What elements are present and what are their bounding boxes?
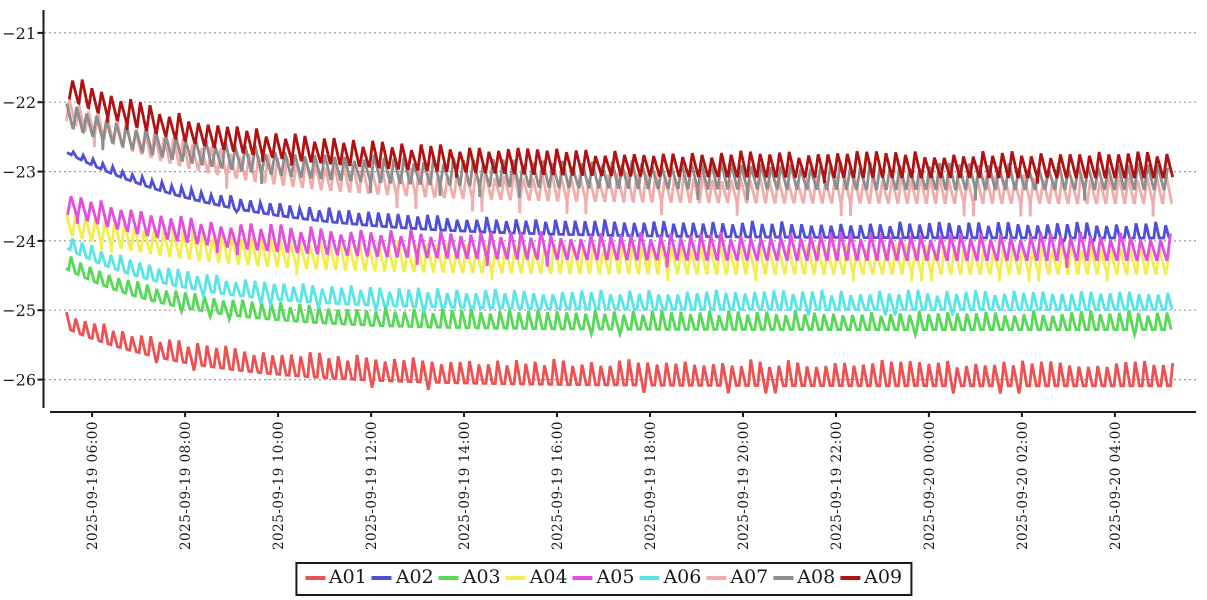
x-tick-label: 2025-09-19 12:00 [364, 421, 380, 550]
y-tick-label: −25 [2, 301, 36, 320]
legend-label: A01 [328, 566, 367, 588]
series-lines [64, 79, 1175, 394]
y-tick-label: −24 [2, 232, 36, 251]
legend-item-A02: A02 [371, 566, 434, 589]
x-tick-label-group: 2025-09-20 04:00 [1108, 421, 1124, 550]
legend-swatch-A09 [840, 575, 861, 580]
legend-label: A04 [529, 566, 568, 588]
legend-label: A05 [596, 566, 635, 588]
legend-label: A09 [864, 566, 903, 588]
x-tick-label-group: 2025-09-19 18:00 [643, 421, 659, 550]
x-tick-label-group: 2025-09-19 20:00 [736, 421, 752, 550]
legend-label: A08 [797, 566, 836, 588]
y-tick-label: −26 [2, 371, 36, 390]
legend-swatch-A08 [773, 575, 794, 580]
y-tick-label: −21 [2, 24, 36, 43]
legend-item-A08: A08 [773, 566, 836, 589]
axes: −21 −22 −23 −24 −25 −26 2025-09-19 06:00 2025-0… [2, 10, 1196, 550]
legend-item-A01: A01 [304, 566, 367, 589]
legend-label: A06 [663, 566, 702, 588]
x-tick-label-group: 2025-09-19 10:00 [271, 421, 287, 550]
x-tick-label: 2025-09-20 02:00 [1015, 421, 1031, 550]
legend-swatch-A01 [304, 575, 325, 580]
series-line-A03 [65, 256, 1173, 340]
x-tick-label-group: 2025-09-19 16:00 [550, 421, 566, 550]
x-tick-label: 2025-09-19 10:00 [271, 421, 287, 550]
series-line-A08 [65, 103, 1169, 201]
series-line-A09 [67, 79, 1175, 184]
legend-swatch-A04 [505, 575, 526, 580]
x-tick-label: 2025-09-19 16:00 [550, 421, 566, 550]
x-tick-label-group: 2025-09-19 22:00 [829, 421, 845, 550]
series-line-A05 [66, 195, 1172, 268]
x-tick-label-group: 2025-09-19 08:00 [178, 421, 194, 550]
legend-swatch-A05 [572, 575, 593, 580]
x-tick-label-group: 2025-09-19 06:00 [85, 421, 101, 550]
series-line-A06 [66, 238, 1174, 316]
legend-item-A05: A05 [572, 566, 635, 589]
legend-item-A07: A07 [706, 566, 769, 589]
x-tick-label-group: 2025-09-19 14:00 [457, 421, 473, 550]
x-tick-label: 2025-09-19 14:00 [457, 421, 473, 550]
y-tick-label: −22 [2, 93, 36, 112]
legend-swatch-A03 [438, 575, 459, 580]
x-tick-label: 2025-09-19 22:00 [829, 421, 845, 550]
y-tick-label: −23 [2, 163, 36, 182]
series-line-A01 [65, 311, 1175, 394]
x-tick-label: 2025-09-19 08:00 [178, 421, 194, 550]
x-tick-label: 2025-09-19 06:00 [85, 421, 101, 550]
legend-item-A09: A09 [840, 566, 903, 589]
legend-item-A03: A03 [438, 566, 501, 589]
x-tick-label-group: 2025-09-20 00:00 [922, 421, 938, 550]
x-tick-label-group: 2025-09-20 02:00 [1015, 421, 1031, 550]
legend-swatch-A06 [639, 575, 660, 580]
legend-swatch-A02 [371, 575, 392, 580]
legend-swatch-A07 [706, 575, 727, 580]
legend-label: A03 [462, 566, 501, 588]
legend-label: A07 [730, 566, 769, 588]
legend-item-A04: A04 [505, 566, 568, 589]
legend: A01 A02 A03 A04 A05 A06 A07 A08 A09 [294, 562, 913, 596]
x-tick-label: 2025-09-19 18:00 [643, 421, 659, 550]
x-tick-label: 2025-09-20 04:00 [1108, 421, 1124, 550]
x-tick-label-group: 2025-09-19 12:00 [364, 421, 380, 550]
x-tick-label: 2025-09-19 20:00 [736, 421, 752, 550]
x-tick-label: 2025-09-20 00:00 [922, 421, 938, 550]
legend-item-A06: A06 [639, 566, 702, 589]
legend-label: A02 [395, 566, 434, 588]
series-line-A04 [64, 212, 1171, 282]
